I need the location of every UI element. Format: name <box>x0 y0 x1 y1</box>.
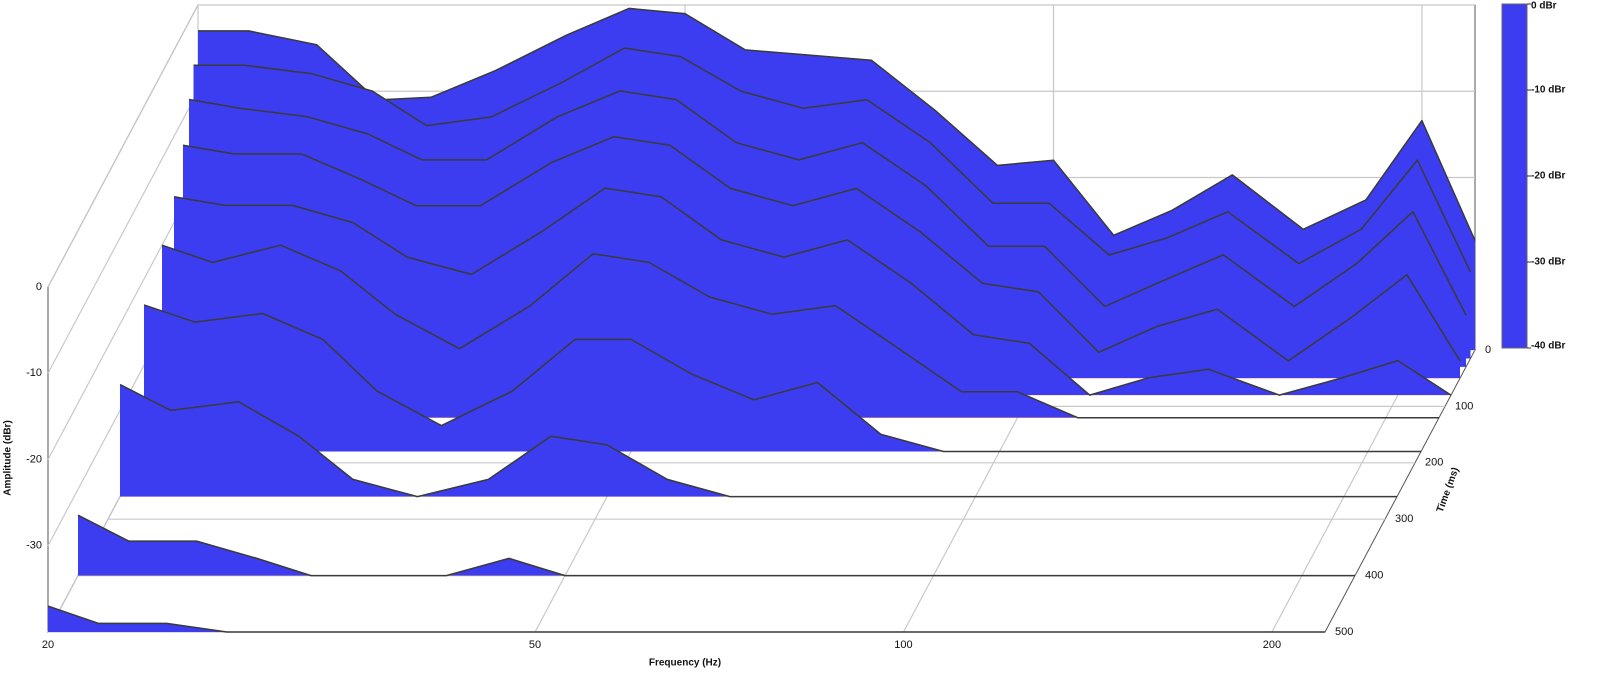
slice-area <box>78 515 1355 576</box>
colorbar-label: -20 dBr <box>1531 171 1566 182</box>
x-tick-label: 200 <box>1263 639 1281 651</box>
slice-line <box>198 7 1476 241</box>
z-tick-label: 500 <box>1335 626 1353 638</box>
colorbar-label: -30 dBr <box>1531 257 1566 268</box>
y-tick-label: 0 <box>36 281 42 293</box>
slice-area <box>48 606 1325 632</box>
z-tick-label: 300 <box>1395 513 1413 525</box>
z-tick-label: 100 <box>1455 400 1473 412</box>
x-axis-title: Frequency (Hz) <box>649 658 721 669</box>
slice-line <box>119 383 1397 498</box>
slice-area <box>120 384 1397 497</box>
slice-line <box>47 605 1325 633</box>
y-tick-label: -10 <box>26 367 42 379</box>
colorbar <box>1501 3 1528 349</box>
y-tick-label: -20 <box>26 453 42 465</box>
colorbar-label: -10 dBr <box>1531 85 1566 96</box>
z-axis-title: Time (ms) <box>1435 466 1461 514</box>
x-tick-label: 100 <box>894 639 912 651</box>
slice-line <box>77 514 1355 577</box>
y-axis-title: Amplitude (dBr) <box>3 420 14 496</box>
grid-line <box>47 90 199 374</box>
grid-line <box>1271 349 1423 633</box>
x-tick-label: 20 <box>42 639 54 651</box>
y-tick-label: -30 <box>26 540 42 552</box>
slice-line <box>193 47 1472 273</box>
slice-line <box>161 244 1439 419</box>
x-tick-label: 50 <box>529 639 541 651</box>
slice-line <box>188 90 1467 316</box>
slice-line <box>182 135 1461 362</box>
labels: 20 50 100 200 0 -10 -20 -30 0 100 200 300 400 500 0 dB… <box>26 1 1565 651</box>
z-tick-label: 200 <box>1425 457 1443 469</box>
slices <box>47 7 1476 633</box>
slice-area <box>162 245 1439 418</box>
z-tick-label: 400 <box>1365 570 1383 582</box>
grid-line <box>47 4 199 288</box>
colorbar-label: -40 dBr <box>1531 341 1566 352</box>
slice-line <box>173 187 1452 396</box>
grid-line <box>47 177 199 460</box>
colorbar-label: 0 dBr <box>1531 1 1557 12</box>
z-tick-label: 0 <box>1485 344 1491 356</box>
slice-line <box>143 304 1421 453</box>
